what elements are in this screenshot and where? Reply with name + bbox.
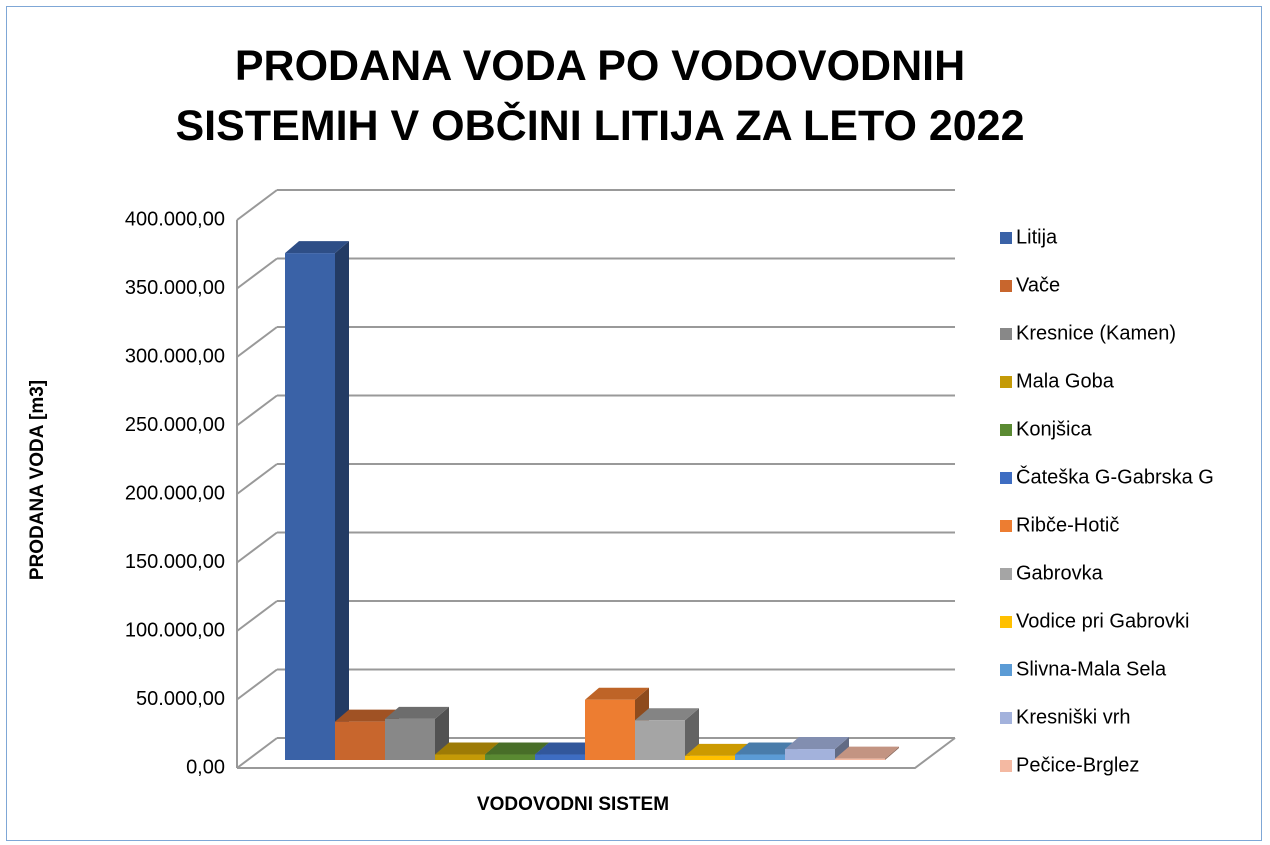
legend-swatch: [1000, 232, 1012, 244]
bar-group: [835, 746, 899, 760]
tick-diagonal: [236, 326, 278, 358]
tick-diagonal: [236, 257, 278, 290]
legend-label: Ribče-Hotič: [1016, 514, 1119, 536]
bar-group: [785, 737, 849, 760]
bar-top: [735, 742, 799, 755]
x-axis-label: VODOVODNI SISTEM: [477, 794, 669, 815]
legend-label: Pečice-Brglez: [1016, 754, 1139, 776]
y-axis-label: PRODANA VODA [m3]: [27, 380, 48, 580]
bar: [285, 253, 335, 760]
legend-label: Vače: [1016, 274, 1060, 296]
bar-top: [335, 709, 399, 722]
legend-label: Kresnice (Kamen): [1016, 322, 1176, 344]
tick-diagonal: [236, 531, 278, 564]
bar: [485, 754, 535, 760]
y-tick-label: 50.000,00: [136, 688, 225, 710]
legend-label: Kresniški vrh: [1016, 706, 1130, 728]
bar-side: [335, 241, 349, 761]
tick-diagonal: [236, 600, 278, 632]
legend-swatch: [1000, 520, 1012, 532]
bar-top: [485, 742, 549, 755]
y-tick-label: 350.000,00: [125, 277, 225, 299]
bar: [735, 754, 785, 760]
legend-swatch: [1000, 376, 1012, 388]
bar: [585, 699, 635, 760]
y-tick-label: 400.000,00: [125, 208, 225, 230]
legend-swatch: [1000, 616, 1012, 628]
bar-side: [835, 737, 849, 760]
legend-swatch: [1000, 568, 1012, 580]
tick-diagonal: [236, 668, 278, 701]
bar-top: [385, 706, 449, 719]
bar-top: [785, 737, 849, 750]
legend-swatch: [1000, 664, 1012, 676]
legend-label: Čateška G-Gabrska G: [1016, 465, 1214, 488]
legend-swatch: [1000, 712, 1012, 724]
y-tick-label: 100.000,00: [125, 619, 225, 641]
chart-title: PRODANA VODA PO VODOVODNIH SISTEMIH V OB…: [175, 42, 1025, 150]
tick-diagonal: [236, 394, 278, 427]
legend-label: Vodice pri Gabrovki: [1016, 610, 1189, 632]
legend-label: Mala Goba: [1016, 370, 1115, 392]
legend-label: Konjšica: [1016, 418, 1092, 440]
bar-top: [635, 708, 699, 721]
bar-group: [285, 241, 349, 761]
bar: [335, 721, 385, 760]
legend-swatch: [1000, 280, 1012, 292]
bar: [635, 720, 685, 760]
legend-swatch: [1000, 328, 1012, 340]
tick-diagonal: [236, 189, 278, 221]
bar-side: [885, 746, 899, 760]
legend-swatch: [1000, 760, 1012, 772]
floor-edge: [237, 737, 956, 769]
legend-swatch: [1000, 472, 1012, 484]
bar-group: [585, 687, 649, 760]
legend-label: Slivna-Mala Sela: [1016, 658, 1167, 680]
bar-top: [435, 742, 499, 755]
tick-diagonal: [236, 463, 278, 495]
legend-label: Litija: [1016, 226, 1058, 248]
tick-diagonal: [236, 737, 278, 769]
legend-swatch: [1000, 424, 1012, 436]
y-tick-label: 250.000,00: [125, 414, 225, 436]
chart-frame: [6, 6, 1262, 841]
legend-label: Gabrovka: [1016, 562, 1104, 584]
bar-top: [285, 241, 349, 254]
bar: [785, 749, 835, 760]
bar: [835, 758, 885, 760]
y-tick-label: 200.000,00: [125, 482, 225, 504]
y-tick-label: 300.000,00: [125, 345, 225, 367]
bar-top: [835, 746, 899, 759]
bar: [385, 718, 435, 760]
y-tick-label: 150.000,00: [125, 551, 225, 573]
bar-top: [585, 687, 649, 700]
bar: [435, 754, 485, 760]
y-tick-label: 0,00: [186, 756, 225, 778]
bar-top: [685, 743, 749, 756]
bar: [685, 755, 735, 760]
bar: [535, 754, 585, 760]
bar-top: [535, 742, 599, 755]
